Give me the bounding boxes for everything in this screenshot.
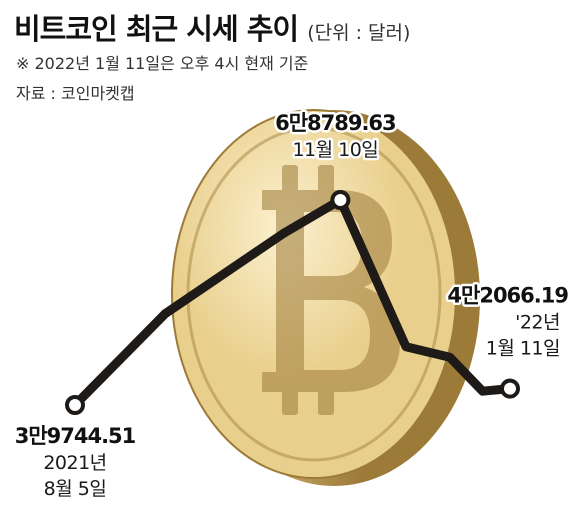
bitcoin-symbol-icon	[262, 165, 400, 415]
value-label-peak: 6만8789.63	[275, 111, 396, 135]
marker-latest	[500, 378, 520, 399]
marker-peak	[330, 190, 351, 210]
date-label-latest-1: '22년	[515, 312, 560, 334]
reference-note: ※ 2022년 1월 11일은 오후 4시 현재 기준	[16, 54, 309, 73]
data-labels: 3만9744.51 2021년 8월 5일 6만8789.63 11월 10일 4만206…	[12, 109, 570, 503]
title-text: 비트코인 최근 시세 추이	[14, 12, 299, 46]
date-label-peak-1: 11월 10일	[292, 139, 378, 161]
chart-title: 비트코인 최근 시세 추이 (단위 : 달러)	[14, 6, 410, 48]
data-markers	[65, 190, 520, 415]
date-label-start-2: 8월 5일	[44, 478, 107, 500]
marker-start	[65, 395, 85, 415]
value-label-start: 3만9744.51	[15, 424, 136, 448]
bitcoin-coin-icon	[171, 109, 480, 486]
source-label: 자료 : 코인마켓캡	[16, 84, 135, 103]
value-label-latest: 4만2066.19	[447, 284, 568, 308]
unit-label: (단위 : 달러)	[307, 22, 411, 44]
price-line	[70, 195, 515, 410]
date-label-start-1: 2021년	[43, 452, 106, 474]
date-label-latest-2: 1월 11일	[486, 338, 560, 360]
